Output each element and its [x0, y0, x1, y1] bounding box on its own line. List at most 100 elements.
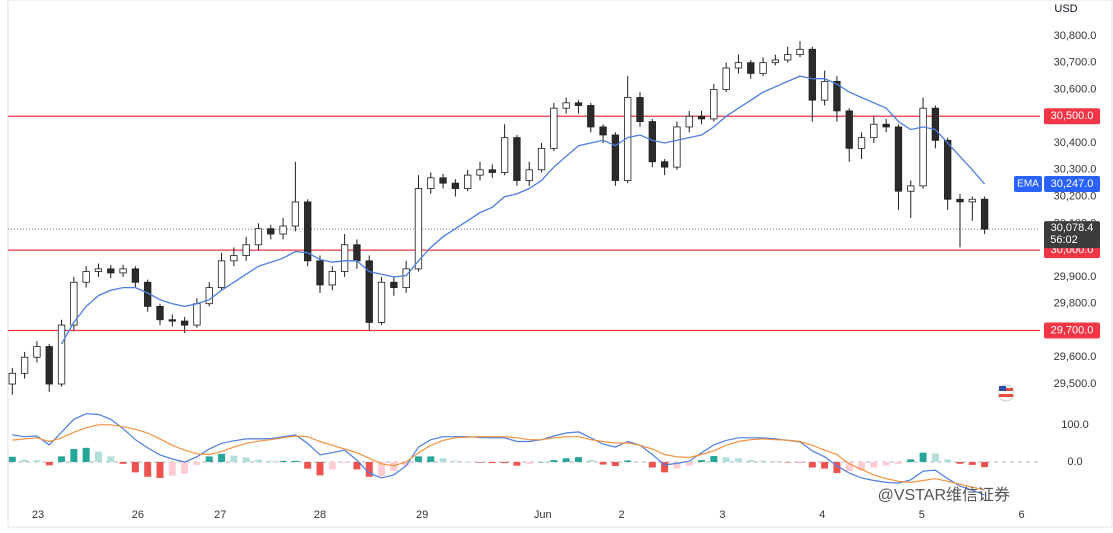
histogram-bar [968, 461, 976, 465]
candle-body [833, 81, 841, 112]
histogram-bar [808, 461, 816, 468]
histogram-bar [944, 459, 952, 462]
histogram-bar [427, 456, 435, 462]
countdown-label: 56:02 [1050, 234, 1078, 246]
candle-body [242, 244, 250, 256]
histogram-bar [931, 453, 939, 462]
candle-body [390, 281, 398, 289]
y-tick-label: 30,300.0 [1054, 164, 1097, 176]
x-tick-label: 2 [618, 509, 624, 521]
histogram-bar [710, 456, 718, 462]
candle-body [808, 48, 816, 101]
candle-body [550, 107, 558, 149]
histogram-bar [242, 457, 250, 462]
level-tag-label: 30,500.0 [1051, 110, 1094, 122]
candle-body [267, 228, 275, 235]
candle-body [20, 356, 29, 374]
candle-body [193, 303, 201, 326]
histogram-bar [722, 457, 730, 462]
candle-body [205, 287, 213, 305]
candle-body [131, 268, 140, 283]
candle-body [759, 62, 767, 74]
macd-line [12, 424, 985, 491]
x-tick-label: 4 [819, 509, 825, 521]
histogram-bar [131, 461, 139, 473]
candle-body [107, 268, 115, 274]
ema-name-tag [1014, 175, 1042, 192]
candle-body [722, 67, 730, 90]
ema-tag [1044, 175, 1100, 192]
candle-body [956, 198, 964, 203]
histogram-bar [599, 461, 607, 465]
histogram-bar [230, 455, 238, 462]
candle-body [57, 324, 66, 385]
histogram-bar [291, 460, 299, 462]
histogram-bar [218, 453, 226, 462]
histogram-bar [771, 461, 779, 462]
candle-body [451, 182, 460, 189]
candle-body [648, 121, 656, 163]
candle-body [907, 185, 915, 192]
histogram-bar [254, 459, 262, 462]
candle-body [734, 62, 743, 69]
histogram-bar [414, 456, 422, 462]
candle-body [599, 126, 607, 136]
histogram-bar [365, 461, 373, 477]
level-tag-label: 30,000.0 [1051, 244, 1094, 256]
histogram-bar [661, 461, 669, 473]
histogram-bar [574, 457, 582, 462]
candle-body [857, 137, 866, 149]
candle-body [500, 137, 509, 173]
histogram-bar [525, 461, 533, 464]
histogram-bar [21, 459, 29, 462]
candle-body [365, 260, 373, 323]
candle-body [980, 198, 989, 230]
histogram-bar [538, 461, 546, 463]
candle-body [45, 346, 53, 385]
histogram-bar [402, 461, 410, 466]
candle-body [894, 126, 903, 192]
histogram-bar [476, 461, 484, 463]
candle-body [377, 281, 386, 323]
histogram-bar [907, 459, 915, 462]
histogram-bar [673, 461, 681, 469]
histogram-bar [858, 461, 866, 471]
candle-body [70, 281, 78, 326]
y-tick-label: 29,600.0 [1054, 351, 1097, 363]
histogram-bar [759, 460, 767, 462]
ema-tag-label: 30,247.0 [1051, 178, 1094, 190]
candle-body [882, 123, 890, 128]
x-tick-label: 23 [32, 509, 44, 521]
histogram-bar [845, 461, 853, 472]
candle-body [217, 260, 226, 289]
histogram-bar [919, 452, 927, 462]
histogram-bar [501, 461, 509, 464]
histogram-bar [685, 461, 693, 466]
histogram-bar [464, 461, 472, 463]
candle-body [279, 225, 287, 235]
candle-body [439, 177, 447, 184]
x-tick-label: 29 [416, 509, 428, 521]
histogram-bar [58, 456, 66, 462]
candle-body [747, 62, 755, 74]
candle-body [574, 102, 583, 106]
candle-body [845, 110, 853, 149]
candle-body [402, 268, 410, 289]
candle-body [784, 54, 792, 61]
x-tick-label: 5 [919, 509, 925, 521]
candle-body [513, 137, 521, 181]
watermark: @VSTAR维信证券 [878, 486, 1010, 504]
level-tag [1044, 322, 1100, 339]
histogram-bar [550, 460, 558, 462]
candle-body [8, 372, 16, 385]
x-tick-label: 28 [314, 509, 326, 521]
histogram-bar [168, 461, 176, 476]
histogram-bar [205, 456, 213, 462]
level-tag [1044, 108, 1100, 125]
histogram-bar [8, 456, 16, 462]
candle-body [919, 107, 927, 187]
candle-body [587, 105, 595, 128]
candle-body [33, 346, 41, 358]
candle-body [180, 320, 189, 326]
